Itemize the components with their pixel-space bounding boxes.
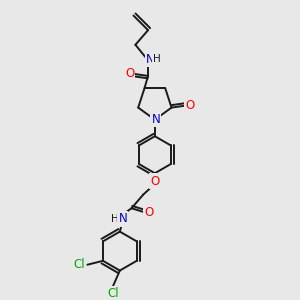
Text: Cl: Cl — [107, 287, 119, 300]
Text: O: O — [185, 99, 195, 112]
Text: H: H — [111, 214, 119, 224]
Text: O: O — [150, 175, 160, 188]
Text: N: N — [152, 113, 160, 126]
Text: O: O — [144, 206, 154, 219]
Text: H: H — [153, 54, 161, 64]
Text: N: N — [118, 212, 127, 226]
Text: Cl: Cl — [74, 258, 85, 271]
Text: N: N — [146, 53, 154, 66]
Text: O: O — [125, 68, 134, 80]
